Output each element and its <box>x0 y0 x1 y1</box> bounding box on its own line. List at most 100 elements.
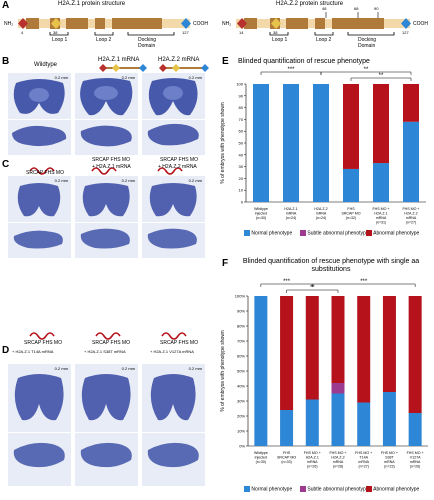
bar-2-5 <box>403 84 419 122</box>
category-label-line: mRNA <box>286 212 297 216</box>
legend-swatch-abnormal <box>366 486 372 492</box>
panel-a-label: A <box>2 0 10 11</box>
legend-subtle: Subtle abnormal phenotype <box>307 230 369 237</box>
bar-2-3 <box>343 84 359 169</box>
legend-swatch-normal <box>244 230 250 236</box>
legend-swatch-subtle <box>300 486 306 492</box>
bar-2-4 <box>357 296 371 403</box>
h2az2-pos-1: 14 <box>239 30 244 35</box>
category-label-line: FHS MO + <box>381 451 398 455</box>
category-label-line: mRNA <box>358 460 369 464</box>
category-label-line: (n=23) <box>384 465 395 469</box>
scale-label: 0.2 mm <box>54 75 68 80</box>
sig-bracket <box>286 289 339 293</box>
bar-0-2 <box>305 399 319 446</box>
bar-0-6 <box>408 413 422 446</box>
sig-label: *** <box>287 67 295 73</box>
b-mo-label-2: SRCAP FHS MO <box>92 157 130 163</box>
h2az2-pos-2: 38 <box>273 30 278 35</box>
legend-abnormal: Abnormal phenotype <box>373 486 420 493</box>
y-tick-label: 60 <box>239 129 244 134</box>
c-mrna-1: + H2A.Z.1 mRNA <box>92 164 131 170</box>
blue-diamond-marker <box>181 18 191 29</box>
scale-label: 0.2 mm <box>121 366 135 371</box>
category-label-line: FHS MO + <box>304 451 321 455</box>
scale-label: 0.2 mm <box>188 366 202 371</box>
h2az2-cooh: COOH <box>413 21 428 27</box>
category-label-line: H2A.Z.2 <box>331 456 344 460</box>
category-label-line: SRCAP MO <box>341 212 360 216</box>
d-caption-2: SRCAP FHS MO <box>92 340 130 346</box>
chart-f: % of embryos with phenotype shown 0% 10% 20… <box>220 279 428 469</box>
mo-icon <box>157 167 183 175</box>
panel-d-label: D <box>2 345 10 356</box>
category-label-line: (n=26) <box>410 465 421 469</box>
h2az1-pos-1: 4 <box>21 30 24 35</box>
h2az1-docking: Docking <box>138 37 157 43</box>
category-label-line: FHS <box>283 451 291 455</box>
sig-bracket <box>320 71 412 75</box>
category-label: FHS MO + S38T mRNA (n=23) <box>381 451 398 469</box>
col-wildtype: Wildtype <box>34 62 58 68</box>
category-label: FHS MO + H2A.Z.1 mRNA (n=26) <box>304 451 321 469</box>
mo-icon <box>95 332 121 340</box>
category-label-line: (n=27) <box>406 221 417 225</box>
y-tick-label: 90% <box>237 309 245 314</box>
h2az2-pos-3: 127 <box>402 30 409 35</box>
y-tick-label: 0 <box>241 200 244 205</box>
h2az1-domain: Domain <box>138 43 156 49</box>
c-photo-2: 0.2 mm <box>75 176 138 258</box>
bar-0-0 <box>253 84 269 202</box>
category-label-line: (n=31) <box>376 221 387 225</box>
category-label-line: (n=24) <box>286 216 297 220</box>
bar-0-5 <box>403 121 419 202</box>
legend-abnormal: Abnormal phenotype <box>373 230 420 237</box>
mo-icon <box>161 332 187 340</box>
yellow-diamond-marker <box>51 18 61 29</box>
y-tick-label: 100 <box>236 82 243 87</box>
h2az2-domain: Domain <box>358 43 376 49</box>
y-tick-label: 80% <box>237 324 245 329</box>
d-caption-1: SRCAP FHS MO <box>24 340 62 346</box>
bar-2-3 <box>331 296 345 383</box>
y-tick-label: 20% <box>237 414 245 419</box>
y-axis-label: % of embryos with phenotype shown <box>220 102 226 184</box>
bar-0-2 <box>313 84 329 202</box>
h2az2-title: H2A.Z.2 protein structure <box>276 1 344 7</box>
d-caption-3: SRCAP FHS MO <box>160 340 198 346</box>
category-label: FHS MO + T14A mRNA (n=27) <box>355 451 372 469</box>
category-label-line: FHS MO + <box>402 207 419 211</box>
category-label-line: H2A.Z.1 <box>374 212 387 216</box>
protein-structure-diagrams <box>18 12 411 36</box>
h2az1-title: H2A.Z.1 protein structure <box>58 1 126 7</box>
bar-0-1 <box>283 84 299 202</box>
y-tick-label: 40 <box>239 152 244 157</box>
y-tick-label: 30% <box>237 399 245 404</box>
bar-1-3 <box>331 383 345 394</box>
category-label: FHS SRCAP MO (n=33) <box>277 451 296 464</box>
y-tick-label: 50 <box>239 141 244 146</box>
d-photo-3: 0.2 mm <box>142 364 205 486</box>
y-axis-label: % of embryos with phenotype shown <box>220 330 226 412</box>
category-label-line: Wildtype <box>254 451 268 455</box>
bar-0-3 <box>331 393 345 446</box>
bar-0-5 <box>382 392 396 446</box>
h2az1-loop2: Loop 2 <box>96 37 112 43</box>
category-label: Wildtype injected (n=30) <box>254 207 268 220</box>
col-h2az1: H2A.Z.1 mRNA <box>98 57 140 63</box>
category-label-line: mRNA <box>406 216 417 220</box>
h2az1-loop1: Loop 1 <box>52 37 68 43</box>
category-label: H2A.Z.1 mRNA (n=24) <box>284 207 297 220</box>
y-tick-label: 100% <box>235 294 246 299</box>
b-wildtype-photo: 0.2 mm <box>8 73 71 155</box>
category-label-line: mRNA <box>384 460 395 464</box>
category-label: FHS MO + H2A.Z.2 mRNA (n=28) <box>329 451 346 469</box>
f-legend-3: Abnormal phenotype <box>366 486 419 492</box>
c-mrna-2: + H2A.Z.2 mRNA <box>158 164 197 170</box>
b-icon-2 <box>159 64 209 72</box>
y-tick-label: 70% <box>237 339 245 344</box>
b-h2az1-photo: 0.2 mm <box>75 73 138 155</box>
category-label-line: mRNA <box>376 216 387 220</box>
bar-0-1 <box>280 410 294 446</box>
y-tick-label: 0% <box>239 444 245 449</box>
